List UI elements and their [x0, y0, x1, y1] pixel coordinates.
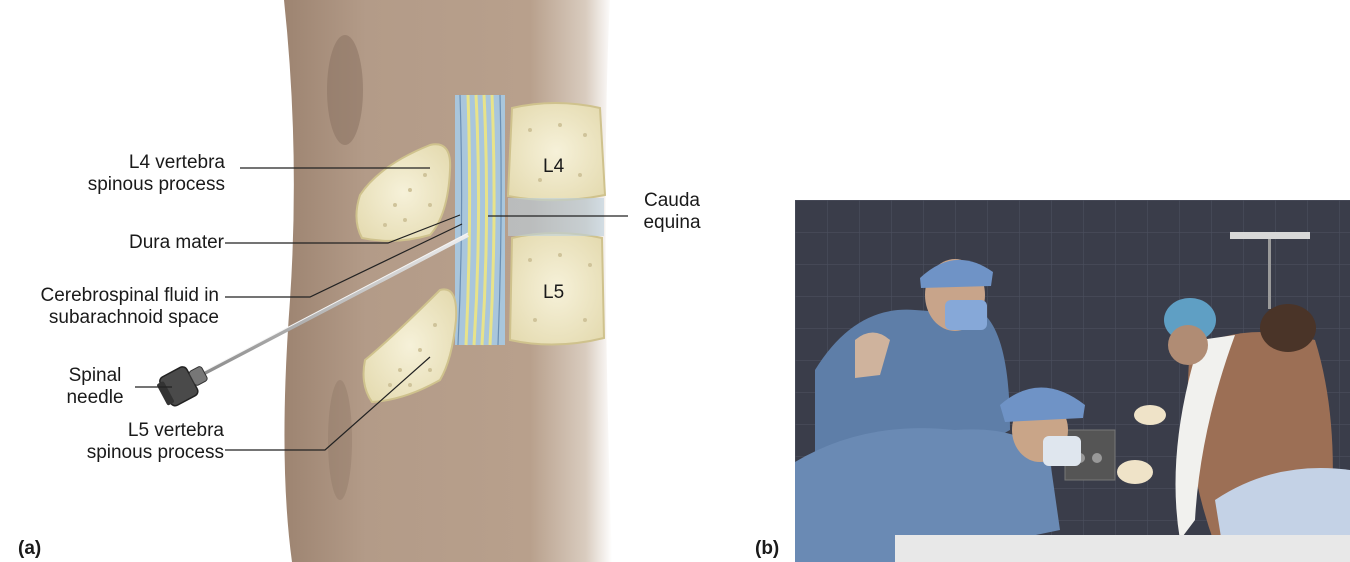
- label-cauda-equina: Cauda equina: [643, 190, 701, 233]
- l4-vertebral-body: [506, 102, 607, 202]
- label-cerebrospinal-fluid: Cerebrospinal fluid in subarachnoid spac…: [40, 285, 220, 328]
- back-shadow: [327, 35, 363, 145]
- needle-shaft: [194, 233, 469, 380]
- lumbar-puncture-photo: [795, 200, 1350, 562]
- label-l4-body: L4: [543, 156, 565, 177]
- crouching-doctor: [795, 428, 1060, 562]
- label-l4-spinous-process: L4 vertebra spinous process: [87, 152, 225, 195]
- label-dura-mater: Dura mater: [128, 232, 224, 253]
- cauda-equina: [464, 94, 496, 346]
- panel-a-tag: (a): [18, 538, 42, 559]
- label-spinal-needle: Spinal needle: [66, 365, 124, 408]
- label-l5-body: L5: [543, 282, 565, 303]
- label-l5-spinous-process: L5 vertebra spinous process: [86, 420, 224, 463]
- photo-scene: [795, 200, 1350, 562]
- l5-spinous-process: [362, 288, 458, 404]
- needle-hub: [157, 366, 208, 407]
- panel-b-tag: (b): [755, 538, 780, 559]
